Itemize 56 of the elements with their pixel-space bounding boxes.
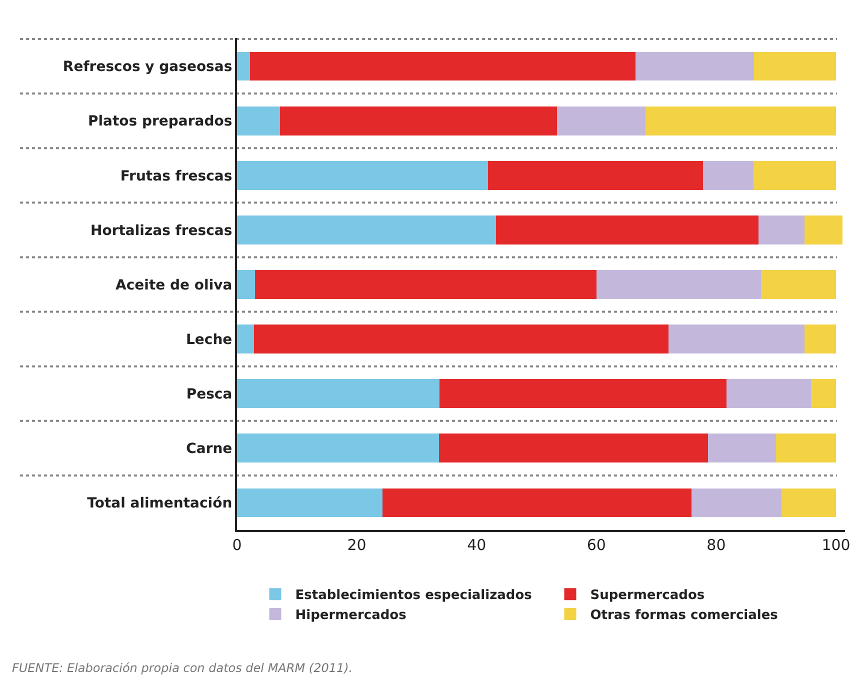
- y-tick-label: Platos preparados: [88, 114, 232, 130]
- y-tick-label: Refrescos y gaseosas: [62, 59, 232, 76]
- y-tick-label: Frutas frescas: [120, 168, 232, 184]
- bar: [250, 52, 636, 81]
- bar: [726, 379, 811, 408]
- bar: [237, 106, 280, 136]
- bar: [635, 52, 754, 81]
- bar: [782, 488, 836, 518]
- legend-label: Otras formas comerciales: [590, 608, 778, 624]
- y-tick-label: Carne: [186, 441, 232, 458]
- bar: [254, 270, 596, 299]
- y-tick-label: Pesca: [186, 386, 232, 403]
- bar: [758, 215, 804, 244]
- y-tick-label: Hortalizas frescas: [90, 222, 232, 239]
- bar: [237, 379, 440, 408]
- bar: [810, 379, 836, 408]
- y-tick-label: Total alimentación: [87, 496, 232, 512]
- bar: [776, 434, 836, 463]
- bar: [754, 52, 836, 81]
- x-tick-label: 100: [822, 536, 850, 554]
- bar: [237, 488, 383, 518]
- legend-label: Establecimientos especializados: [295, 588, 532, 604]
- bar: [237, 215, 496, 244]
- bar: [753, 160, 836, 190]
- bar: [237, 270, 255, 299]
- bar: [646, 106, 836, 136]
- bar: [254, 324, 668, 354]
- y-tick-label: Leche: [186, 332, 232, 348]
- bar: [237, 434, 439, 463]
- bar: [237, 52, 250, 81]
- bar: [708, 434, 776, 463]
- bar: [596, 270, 762, 299]
- x-tick-label: 80: [706, 536, 726, 554]
- bar: [804, 215, 843, 244]
- bar: [692, 488, 782, 518]
- x-tick-label: 20: [347, 536, 366, 554]
- bar: [280, 106, 557, 136]
- source-note: FUENTE: Elaboración propia con datos del MARM (2011).: [12, 661, 353, 675]
- bar: [237, 160, 488, 190]
- legend-label: Supermercados: [590, 588, 705, 604]
- y-tick-label: Aceite de oliva: [116, 277, 232, 294]
- bar: [703, 160, 754, 190]
- bar: [438, 434, 708, 463]
- bar: [237, 324, 254, 354]
- legend-label: Hipermercados: [295, 608, 407, 624]
- x-tick-label: 0: [232, 536, 242, 554]
- bar: [439, 379, 726, 408]
- bar: [761, 270, 836, 299]
- bar: [496, 215, 759, 244]
- bar: [668, 324, 804, 354]
- bar: [804, 324, 836, 354]
- bar: [556, 106, 646, 136]
- bar: [488, 160, 704, 190]
- x-tick-label: 40: [467, 536, 486, 554]
- bar: [382, 488, 692, 518]
- x-tick-label: 60: [586, 536, 606, 554]
